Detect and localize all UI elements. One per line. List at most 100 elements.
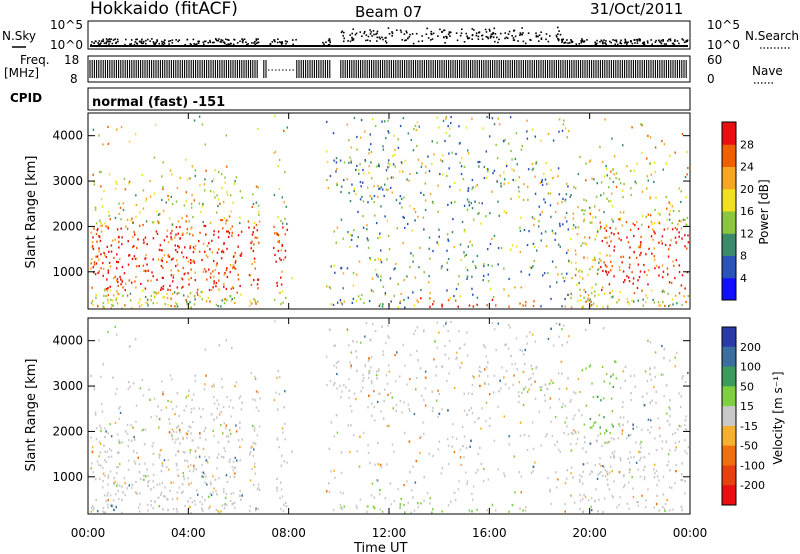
power-point (638, 275, 641, 279)
power-point (606, 265, 608, 268)
velocity-point (451, 436, 454, 439)
nsky-point (650, 39, 652, 41)
power-point (182, 266, 184, 270)
power-point (538, 220, 540, 223)
velocity-point (526, 342, 529, 345)
power-point (379, 236, 381, 239)
power-point (539, 181, 542, 184)
velocity-point (438, 412, 441, 415)
power-point (379, 303, 382, 306)
velocity-point (381, 510, 384, 513)
power-point (476, 254, 479, 258)
power-point (325, 120, 328, 124)
nsky-point (111, 42, 114, 45)
velocity-point (116, 433, 119, 436)
power-point (169, 288, 172, 292)
power-point (204, 178, 206, 181)
velocity-point (193, 467, 195, 470)
power-point (258, 213, 260, 217)
power-colorbar-label: Power [dB] (757, 179, 771, 244)
velocity-point (466, 482, 468, 485)
nsky-point (352, 28, 355, 31)
power-point (468, 204, 471, 207)
nsky-point (295, 38, 297, 41)
power-point (410, 252, 412, 255)
velocity-point (216, 407, 218, 410)
velocity-point (448, 339, 451, 342)
velocity-point (144, 428, 147, 431)
nsky-point (668, 38, 670, 41)
velocity-point (178, 486, 180, 489)
power-point (639, 254, 641, 257)
velocity-point (216, 467, 218, 470)
velocity-point (455, 357, 457, 361)
velocity-point (184, 451, 186, 454)
velocity-point (438, 331, 440, 334)
nsky-point (415, 32, 418, 35)
power-point (165, 201, 168, 204)
velocity-point (622, 423, 624, 426)
power-point (446, 174, 448, 178)
velocity-point (561, 406, 563, 409)
velocity-point (190, 511, 192, 515)
power-point (240, 230, 243, 233)
power-point (523, 183, 525, 186)
power-point (139, 211, 141, 214)
velocity-point (646, 380, 649, 383)
cpid-panel: CPID normal (fast) -151 (10, 87, 691, 111)
power-point (612, 220, 614, 223)
nsky-point (491, 33, 494, 35)
power-point (116, 279, 118, 283)
velocity-point (487, 478, 490, 481)
power-point (400, 197, 403, 200)
power-point (252, 249, 255, 253)
power-point (446, 261, 448, 264)
power-point (225, 287, 228, 291)
power-point (152, 258, 154, 261)
power-point (663, 290, 665, 293)
velocity-point (503, 376, 505, 379)
power-point (649, 162, 651, 165)
power-point (547, 132, 550, 136)
velocity-point (255, 390, 258, 393)
power-point (568, 260, 570, 264)
velocity-point (359, 341, 362, 344)
power-point (447, 238, 449, 241)
velocity-point (401, 411, 403, 414)
velocity-point (607, 441, 609, 444)
nsky-point (558, 38, 560, 41)
velocity-point (431, 409, 434, 413)
power-point (273, 298, 276, 301)
power-point (103, 251, 105, 255)
nsky-point (328, 43, 331, 46)
power-point (474, 200, 476, 203)
power-point (144, 236, 147, 239)
power-point (157, 213, 160, 216)
velocity-point (635, 461, 638, 464)
velocity-point (158, 418, 161, 421)
power-point (528, 273, 531, 276)
power-point (684, 222, 687, 226)
velocity-point (479, 384, 481, 388)
power-point (540, 232, 543, 235)
nsky-point (685, 39, 688, 42)
velocity-point (656, 494, 658, 498)
power-point (283, 201, 285, 204)
velocity-point (196, 493, 199, 496)
velocity-point (574, 392, 577, 395)
velocity-point (489, 417, 491, 420)
power-point (642, 304, 644, 307)
power-point (149, 179, 151, 183)
power-point (120, 283, 122, 286)
velocity-point (230, 492, 233, 495)
velocity-point (574, 414, 576, 417)
power-point (399, 300, 402, 303)
power-point (666, 207, 668, 210)
velocity-point (325, 355, 328, 358)
power-point (467, 189, 469, 193)
velocity-point (240, 498, 242, 501)
nsky-point (151, 38, 153, 40)
velocity-point (390, 503, 392, 506)
nsky-point (514, 35, 517, 38)
nsky-point (631, 42, 634, 45)
